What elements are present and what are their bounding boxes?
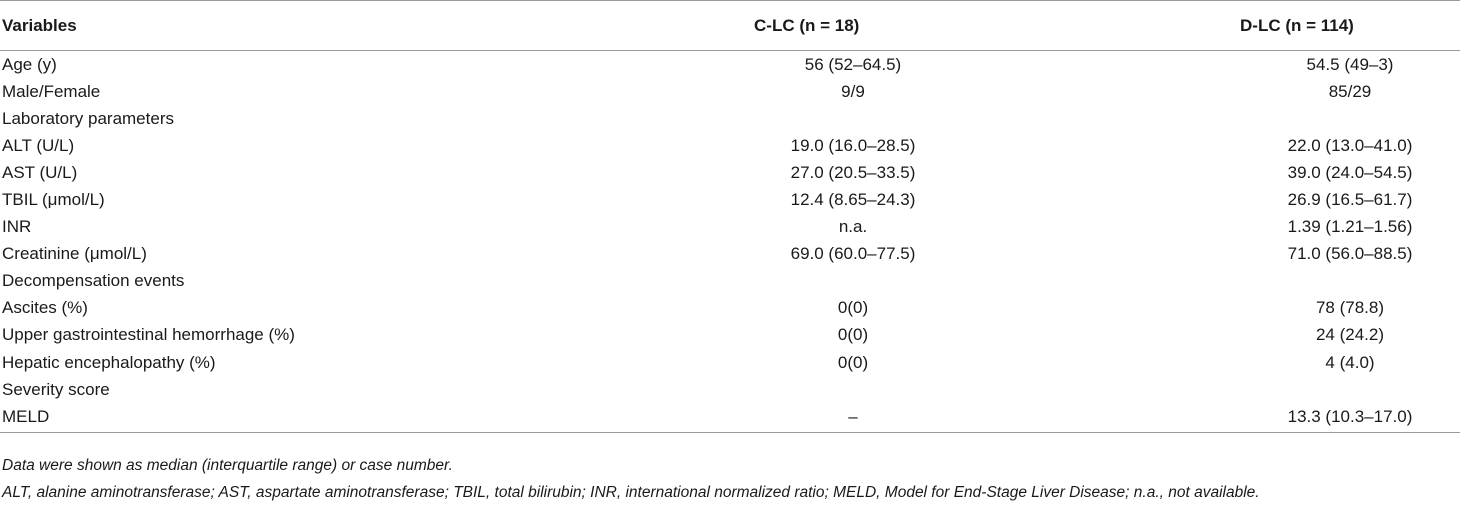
c-lc-value: 19.0 (16.0–28.5) bbox=[790, 135, 916, 155]
header-c-lc: C-LC (n = 18) bbox=[620, 0, 1038, 51]
c-lc-value: 69.0 (60.0–77.5) bbox=[790, 244, 916, 264]
header-variables: Variables bbox=[0, 0, 620, 51]
table-row: Hepatic encephalopathy (%) 0(0) 4 (4.0) bbox=[0, 349, 1460, 376]
c-lc-value: 9/9 bbox=[841, 81, 865, 101]
row-label: Hepatic encephalopathy (%) bbox=[2, 352, 216, 372]
c-lc-value: 0(0) bbox=[837, 325, 869, 345]
d-lc-value: 4 (4.0) bbox=[1325, 352, 1375, 372]
c-lc-value bbox=[620, 376, 1038, 403]
row-label: Age (y) bbox=[2, 54, 57, 74]
section-label: Severity score bbox=[2, 379, 110, 399]
section-row: Laboratory parameters bbox=[0, 105, 1460, 132]
table-row: ALT (U/L) 19.0 (16.0–28.5) 22.0 (13.0–41… bbox=[0, 132, 1460, 159]
c-lc-value: – bbox=[620, 403, 1038, 434]
table-row: Creatinine (μmol/L) 69.0 (60.0–77.5) 71.… bbox=[0, 241, 1460, 268]
table-row: TBIL (μmol/L) 12.4 (8.65–24.3) 26.9 (16.… bbox=[0, 186, 1460, 213]
row-label: Ascites (%) bbox=[2, 298, 88, 318]
d-lc-value bbox=[1038, 376, 1460, 403]
table-body: Age (y) 56 (52–64.5) 54.5 (49–3) Male/Fe… bbox=[0, 51, 1460, 434]
section-label: Decompensation events bbox=[2, 271, 185, 291]
table-row: Male/Female 9/9 85/29 bbox=[0, 78, 1460, 105]
table-row: Upper gastrointestinal hemorrhage (%) 0(… bbox=[0, 322, 1460, 349]
d-lc-value bbox=[1038, 105, 1460, 132]
c-lc-value: n.a. bbox=[838, 217, 868, 237]
table-row: Age (y) 56 (52–64.5) 54.5 (49–3) bbox=[0, 51, 1460, 79]
row-label: TBIL (μmol/L) bbox=[2, 190, 105, 210]
row-label: INR bbox=[2, 217, 32, 237]
d-lc-value: 54.5 (49–3) bbox=[1306, 54, 1394, 74]
header-row: Variables C-LC (n = 18) D-LC (n = 114) bbox=[0, 0, 1460, 51]
table-row: AST (U/L) 27.0 (20.5–33.5) 39.0 (24.0–54… bbox=[0, 159, 1460, 186]
table-row: INR n.a. 1.39 (1.21–1.56) bbox=[0, 214, 1460, 241]
c-lc-value: 0(0) bbox=[837, 298, 869, 318]
d-lc-value: 85/29 bbox=[1328, 81, 1372, 101]
d-lc-value: 13.3 (10.3–17.0) bbox=[1038, 403, 1460, 434]
d-lc-value: 39.0 (24.0–54.5) bbox=[1287, 162, 1413, 182]
row-label: Creatinine (μmol/L) bbox=[2, 244, 147, 264]
section-label: Laboratory parameters bbox=[2, 108, 174, 128]
c-lc-value: 56 (52–64.5) bbox=[804, 54, 902, 74]
c-lc-value bbox=[620, 105, 1038, 132]
header-d-lc: D-LC (n = 114) bbox=[1038, 0, 1460, 51]
table-row: MELD – 13.3 (10.3–17.0) bbox=[0, 403, 1460, 434]
row-label: ALT (U/L) bbox=[2, 135, 75, 155]
d-lc-value: 1.39 (1.21–1.56) bbox=[1287, 217, 1413, 237]
d-lc-value: 78 (78.8) bbox=[1315, 298, 1385, 318]
clinical-characteristics-table: Variables C-LC (n = 18) D-LC (n = 114) A… bbox=[0, 0, 1460, 434]
d-lc-value: 26.9 (16.5–61.7) bbox=[1287, 190, 1413, 210]
table-row: Ascites (%) 0(0) 78 (78.8) bbox=[0, 295, 1460, 322]
row-label: MELD bbox=[0, 403, 620, 434]
c-lc-value bbox=[620, 268, 1038, 295]
row-label: Upper gastrointestinal hemorrhage (%) bbox=[2, 325, 295, 345]
d-lc-value bbox=[1038, 268, 1460, 295]
section-row: Severity score bbox=[0, 376, 1460, 403]
d-lc-value: 71.0 (56.0–88.5) bbox=[1287, 244, 1413, 264]
d-lc-value: 22.0 (13.0–41.0) bbox=[1287, 135, 1413, 155]
table-header: Variables C-LC (n = 18) D-LC (n = 114) bbox=[0, 0, 1460, 51]
footnote-data-description: Data were shown as median (interquartile… bbox=[2, 457, 453, 474]
footnote-abbreviations: ALT, alanine aminotransferase; AST, aspa… bbox=[2, 484, 1260, 501]
row-label: Male/Female bbox=[2, 81, 101, 101]
d-lc-value: 24 (24.2) bbox=[1315, 325, 1385, 345]
section-row: Decompensation events bbox=[0, 268, 1460, 295]
c-lc-value: 12.4 (8.65–24.3) bbox=[790, 190, 916, 210]
c-lc-value: 27.0 (20.5–33.5) bbox=[790, 162, 916, 182]
row-label: AST (U/L) bbox=[2, 162, 78, 182]
c-lc-value: 0(0) bbox=[837, 352, 869, 372]
table-footnotes: Data were shown as median (interquartile… bbox=[2, 455, 1458, 509]
